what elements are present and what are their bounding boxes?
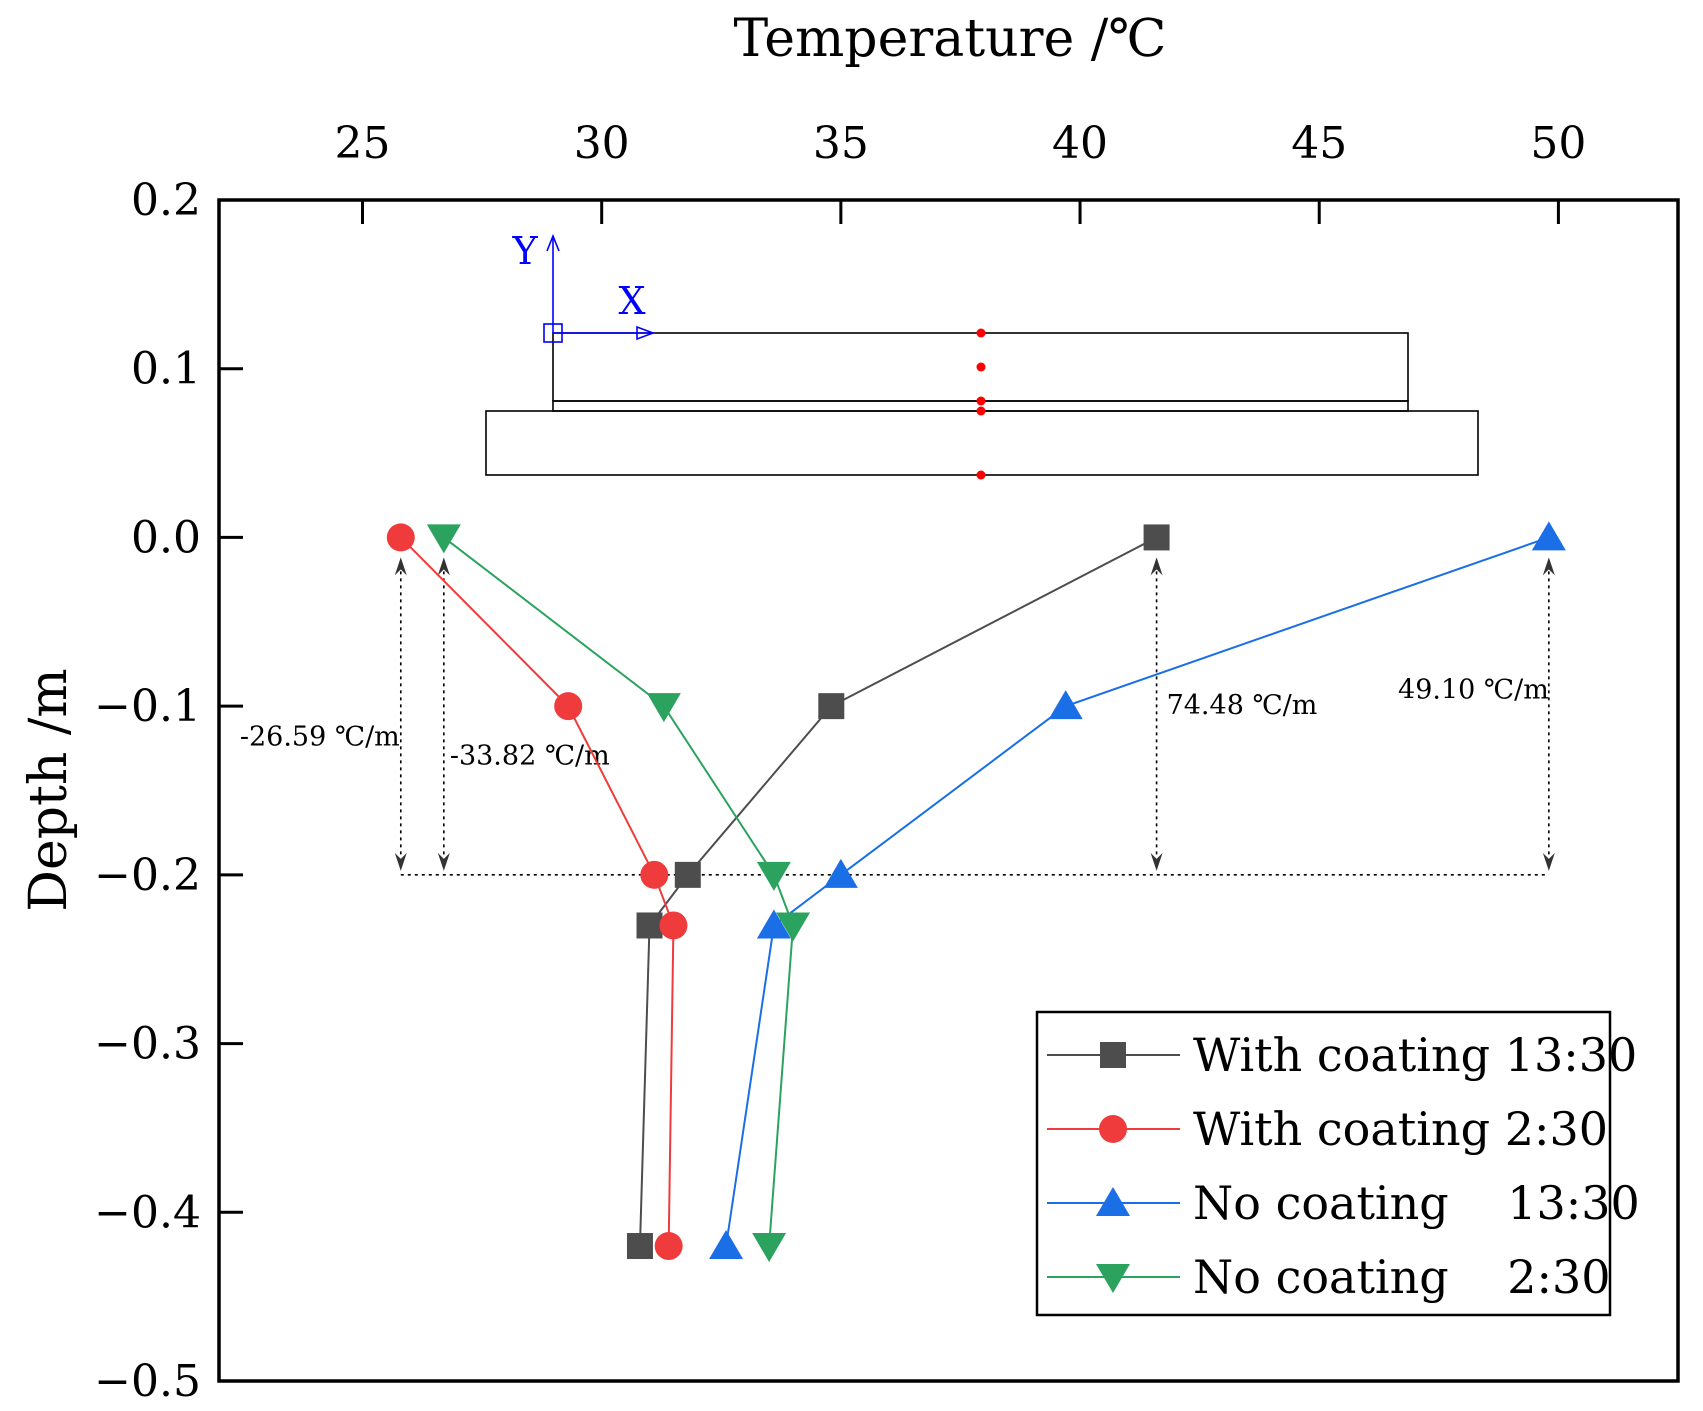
legend-marker (1096, 1264, 1130, 1293)
data-point (646, 693, 681, 723)
inset-base-layer (485, 410, 1479, 476)
series-layer (386, 521, 1566, 1263)
inset-y-arrowhead (546, 233, 560, 252)
inset-sensor-point (976, 328, 986, 338)
x-tick-label: 45 (1291, 118, 1347, 169)
data-point (654, 1232, 683, 1261)
data-point (554, 692, 583, 721)
x-axis-title: Temperature /℃ (734, 9, 1167, 69)
x-tick-label: 30 (574, 118, 630, 169)
data-point (386, 523, 415, 552)
series-0 (626, 524, 1170, 1260)
data-point (659, 911, 688, 940)
data-point (1143, 524, 1170, 551)
inset-x-label: X (618, 279, 645, 323)
data-point (674, 861, 701, 888)
inset-pavement-diagram: Y X (485, 229, 1479, 480)
legend-label: With coating 13:30 (1193, 1028, 1637, 1082)
data-point (640, 860, 669, 889)
legend-marker (1096, 1187, 1130, 1216)
gradient-label: -26.59 ℃/m (240, 721, 400, 752)
gradient-arrowhead-up (1150, 557, 1163, 576)
data-point (756, 861, 791, 891)
legend-box (1035, 1010, 1612, 1317)
data-point (426, 524, 461, 554)
gradient-arrowhead-down (1150, 852, 1163, 871)
gradient-arrowhead-up (394, 557, 407, 576)
gradient-arrowhead-down (1542, 852, 1555, 871)
series-1 (386, 523, 688, 1261)
y-axis: 0.2 0.1 0.0 −0.1 −0.2 −0.3 −0.4 −0.5 (94, 175, 243, 1407)
y-tick-label: −0.4 (94, 1187, 201, 1238)
x-tick-label: 50 (1530, 118, 1586, 169)
data-point (626, 1233, 653, 1260)
series-line (400, 536, 675, 1247)
series-line (443, 536, 795, 1247)
gradient-arrowhead-down (437, 852, 450, 871)
y-tick-label: 0.0 (131, 512, 201, 563)
data-point (636, 912, 663, 939)
inset-x-arrowhead (636, 325, 656, 341)
inset-sensor-point (976, 406, 986, 416)
series-2 (709, 521, 1566, 1260)
gradient-arrowhead-down (394, 852, 407, 871)
gradient-arrowhead-up (437, 557, 450, 576)
data-point (818, 693, 845, 720)
data-point (823, 858, 858, 888)
data-point (1048, 690, 1083, 720)
data-point (776, 912, 811, 942)
y-axis-title: Depth /m (19, 668, 79, 912)
gradient-label: 74.48 ℃/m (1167, 690, 1318, 721)
inset-sensor-point (976, 362, 986, 372)
plot-frame (217, 198, 1680, 1383)
inset-origin-marker (543, 323, 563, 343)
legend: With coating 13:30 With coating 2:30 No co… (1035, 1010, 1640, 1317)
series-3 (426, 524, 811, 1263)
inset-y-label: Y (511, 229, 538, 273)
y-tick-label: −0.5 (94, 1356, 201, 1407)
x-tick-label: 40 (1052, 118, 1108, 169)
inset-sensor-point (976, 396, 986, 406)
gradient-label: 49.10 ℃/m (1398, 674, 1549, 705)
data-point (1531, 521, 1566, 551)
y-tick-label: 0.1 (131, 344, 201, 395)
gradient-arrowhead-up (1542, 557, 1555, 576)
y-tick-label: −0.3 (94, 1019, 201, 1070)
inset-sensor-point (976, 470, 986, 480)
data-point (752, 1233, 787, 1263)
y-tick-label: −0.1 (94, 681, 201, 732)
legend-marker (1100, 1042, 1126, 1068)
data-point (709, 1230, 744, 1260)
x-tick-label: 25 (335, 118, 391, 169)
legend-label: No coating 2:30 (1193, 1250, 1611, 1304)
data-point (756, 909, 791, 939)
y-tick-label: −0.2 (94, 850, 201, 901)
x-tick-label: 35 (813, 118, 869, 169)
legend-marker (1099, 1115, 1127, 1143)
gradient-label: -33.82 ℃/m (450, 740, 610, 771)
legend-label: With coating 2:30 (1193, 1102, 1608, 1156)
x-axis: 25 30 35 40 45 50 (335, 118, 1586, 224)
y-tick-label: 0.2 (131, 175, 201, 226)
gradient-guides: -26.59 ℃/m -33.82 ℃/m 74.48 ℃/m 49.10 ℃/m (240, 557, 1555, 876)
legend-label: No coating 13:30 (1193, 1176, 1640, 1230)
